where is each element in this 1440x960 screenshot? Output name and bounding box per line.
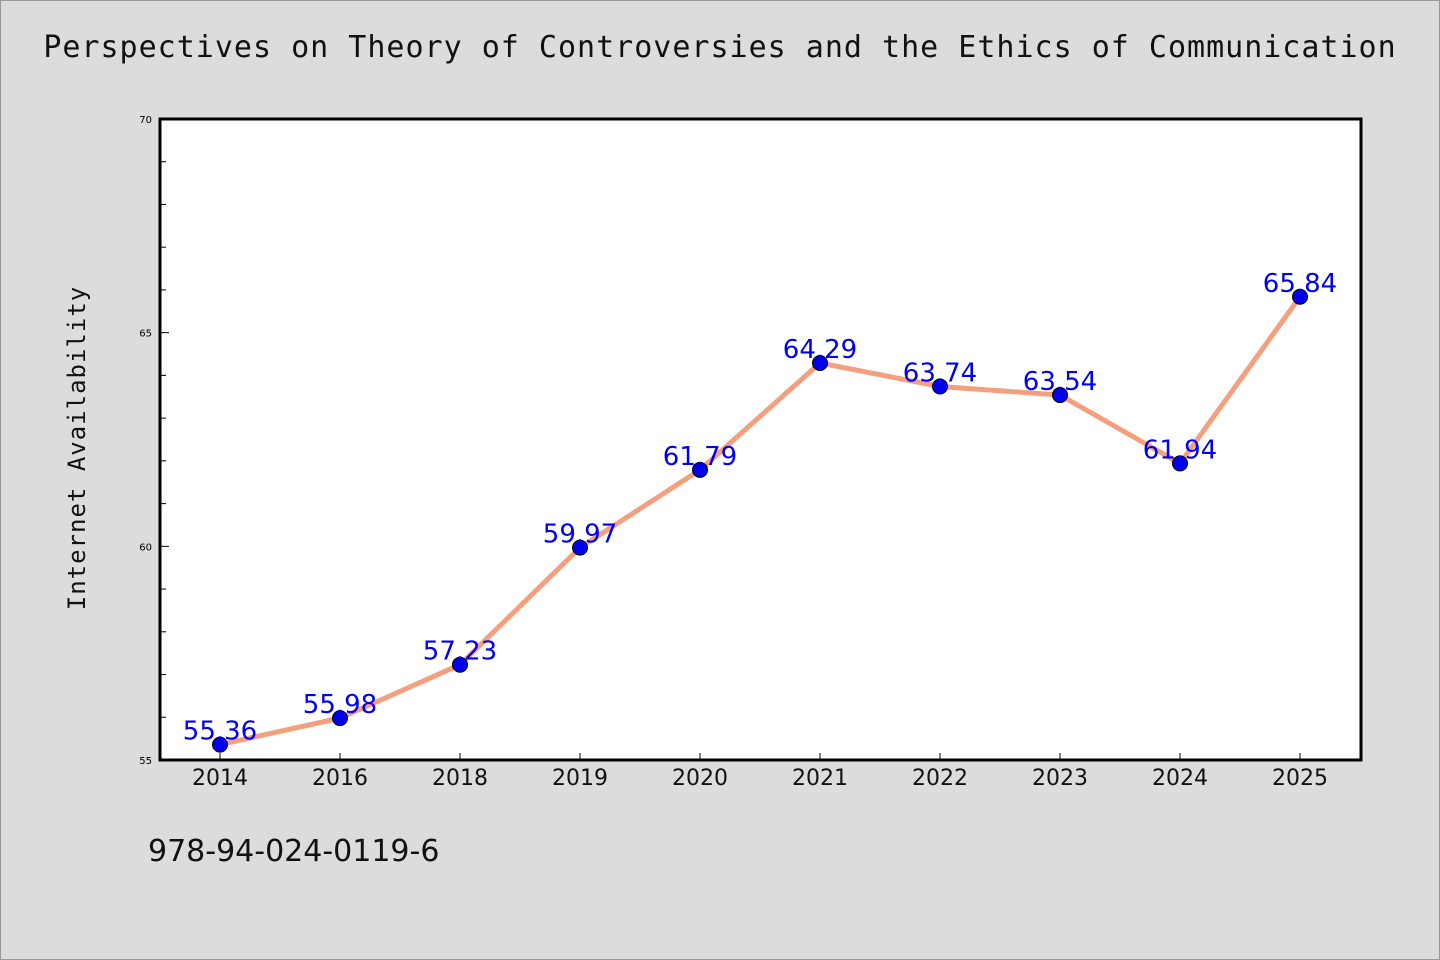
y-tick-label: 65 (139, 329, 152, 340)
data-point (812, 355, 828, 372)
data-point (692, 461, 708, 478)
data-label: 61.79 (663, 442, 737, 472)
data-label: 59.97 (543, 520, 617, 550)
series-group: 55.36 55.98 57.23 59.97 61.79 64.29 63.74 63.54… (183, 269, 1337, 753)
data-point (932, 378, 948, 395)
chart-title: Perspectives on Theory of Controversies … (43, 30, 1397, 65)
data-point (452, 656, 468, 673)
data-label: 64.29 (783, 335, 857, 365)
data-label: 65.84 (1263, 269, 1337, 299)
y-tick-label: 60 (139, 542, 152, 553)
series-line (217, 294, 1303, 748)
data-label: 63.54 (1023, 367, 1097, 397)
data-point (1172, 455, 1188, 472)
x-tick-label: 2024 (1152, 766, 1208, 791)
x-tick-label: 2014 (192, 766, 248, 791)
data-point (1052, 387, 1068, 404)
data-label: 55.98 (303, 690, 377, 720)
x-tick-label: 2022 (912, 766, 968, 791)
x-axis: 2014 2016 2018 2019 2020 2021 2022 2023 2024 2025 (192, 753, 1328, 791)
isbn-text: 978-94-024-0119-6 (148, 834, 440, 869)
x-tick-label: 2019 (552, 766, 608, 791)
data-point (332, 710, 348, 727)
data-point (212, 736, 228, 753)
data-label: 61.94 (1143, 435, 1217, 465)
data-label: 55.36 (183, 717, 257, 747)
y-axis: 55 60 65 70 (139, 115, 169, 767)
x-tick-label: 2025 (1272, 766, 1328, 791)
x-tick-label: 2018 (432, 766, 488, 791)
y-tick-label: 55 (139, 756, 152, 767)
x-tick-label: 2020 (672, 766, 728, 791)
data-label: 63.74 (903, 359, 977, 389)
x-tick-label: 2021 (792, 766, 848, 791)
data-point (572, 539, 588, 556)
data-label: 57.23 (423, 637, 497, 667)
y-tick-label: 70 (139, 115, 152, 126)
data-point (1292, 288, 1308, 305)
plot-area (158, 117, 1363, 762)
x-tick-label: 2016 (312, 766, 368, 791)
x-tick-label: 2023 (1032, 766, 1088, 791)
